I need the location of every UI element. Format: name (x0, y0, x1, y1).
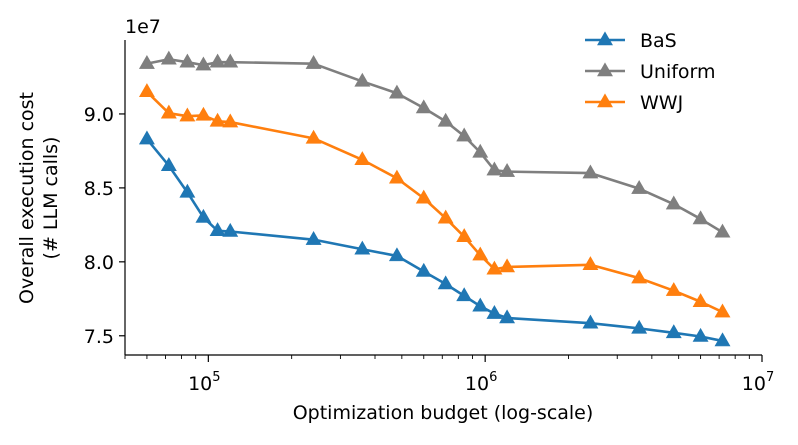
data-point (388, 84, 405, 99)
data-point (499, 258, 516, 273)
data-point (354, 151, 371, 166)
data-point (415, 262, 432, 277)
data-point (437, 209, 454, 224)
series-line (146, 57, 724, 234)
legend-label: BaS (640, 30, 677, 52)
x-axis-label: Optimization budget (log-scale) (293, 402, 594, 424)
data-point (692, 293, 709, 308)
data-point (582, 256, 599, 271)
y-offset-text: 1e7 (125, 16, 161, 38)
data-point (456, 287, 473, 302)
data-point (305, 55, 322, 69)
data-point (437, 112, 454, 127)
data-point (472, 297, 489, 312)
data-point (631, 180, 648, 194)
data-point (631, 319, 648, 334)
legend-marker (597, 62, 613, 77)
data-point (665, 195, 682, 210)
data-point (665, 324, 682, 339)
data-point (456, 127, 473, 142)
data-point (631, 269, 648, 284)
series-uniform (138, 50, 731, 238)
data-point (138, 55, 155, 69)
data-point (692, 327, 709, 342)
data-point (160, 157, 177, 171)
data-point (305, 231, 322, 245)
legend-label: Uniform (640, 61, 716, 83)
data-point (209, 112, 226, 127)
data-point (160, 104, 177, 119)
legend-marker (597, 93, 613, 108)
data-point (195, 106, 212, 121)
legend: BaS Uniform WWJ (585, 30, 716, 114)
data-point (160, 50, 177, 65)
y-ticks: 7.5 8.0 8.5 9.0 (84, 104, 125, 348)
data-point (179, 107, 196, 122)
data-point (472, 143, 489, 158)
x-tick-label: 106 (465, 370, 497, 395)
data-point (486, 260, 503, 275)
data-point (209, 222, 226, 237)
data-point (582, 314, 599, 329)
data-point (456, 228, 473, 242)
data-point (415, 189, 432, 204)
data-point (388, 169, 405, 184)
series-bas (138, 130, 731, 347)
data-point (486, 304, 503, 319)
legend-marker (597, 31, 613, 46)
y-tick-label: 8.0 (84, 252, 114, 274)
data-point (138, 83, 155, 98)
y-tick-label: 7.5 (84, 326, 114, 348)
legend-label: WWJ (640, 92, 683, 114)
data-point (437, 275, 454, 290)
data-point (354, 72, 371, 87)
data-point (714, 332, 731, 347)
data-point (179, 53, 196, 68)
data-point (714, 223, 731, 238)
data-point (209, 53, 226, 68)
x-ticks: 105 106 107 (124, 355, 774, 395)
legend-item-bas: BaS (585, 30, 677, 52)
data-point (415, 99, 432, 114)
data-point (354, 240, 371, 255)
series-wwj (138, 83, 731, 318)
data-point (665, 282, 682, 296)
data-point (222, 53, 239, 68)
series-layer (138, 50, 731, 347)
legend-item-uniform: Uniform (585, 61, 716, 83)
series-line (145, 138, 723, 343)
data-point (486, 161, 503, 176)
data-point (582, 164, 599, 179)
legend-item-wwj: WWJ (585, 92, 683, 114)
data-point (472, 246, 489, 261)
data-point (692, 210, 709, 225)
x-tick-label: 105 (188, 370, 220, 395)
data-point (714, 303, 731, 318)
y-axis-label-line2: (# LLM calls) (40, 137, 62, 260)
x-tick-label: 107 (742, 370, 774, 395)
data-point (222, 222, 239, 237)
data-point (305, 129, 322, 144)
data-point (195, 56, 212, 71)
data-point (499, 163, 516, 177)
y-axis-label-line1: Overall execution cost (16, 92, 38, 304)
data-point (222, 113, 239, 128)
data-point (138, 130, 155, 145)
data-point (195, 208, 212, 223)
y-tick-label: 8.5 (84, 178, 114, 200)
data-point (499, 309, 516, 324)
data-point (388, 247, 405, 262)
y-tick-label: 9.0 (84, 104, 114, 126)
data-point (179, 183, 196, 198)
